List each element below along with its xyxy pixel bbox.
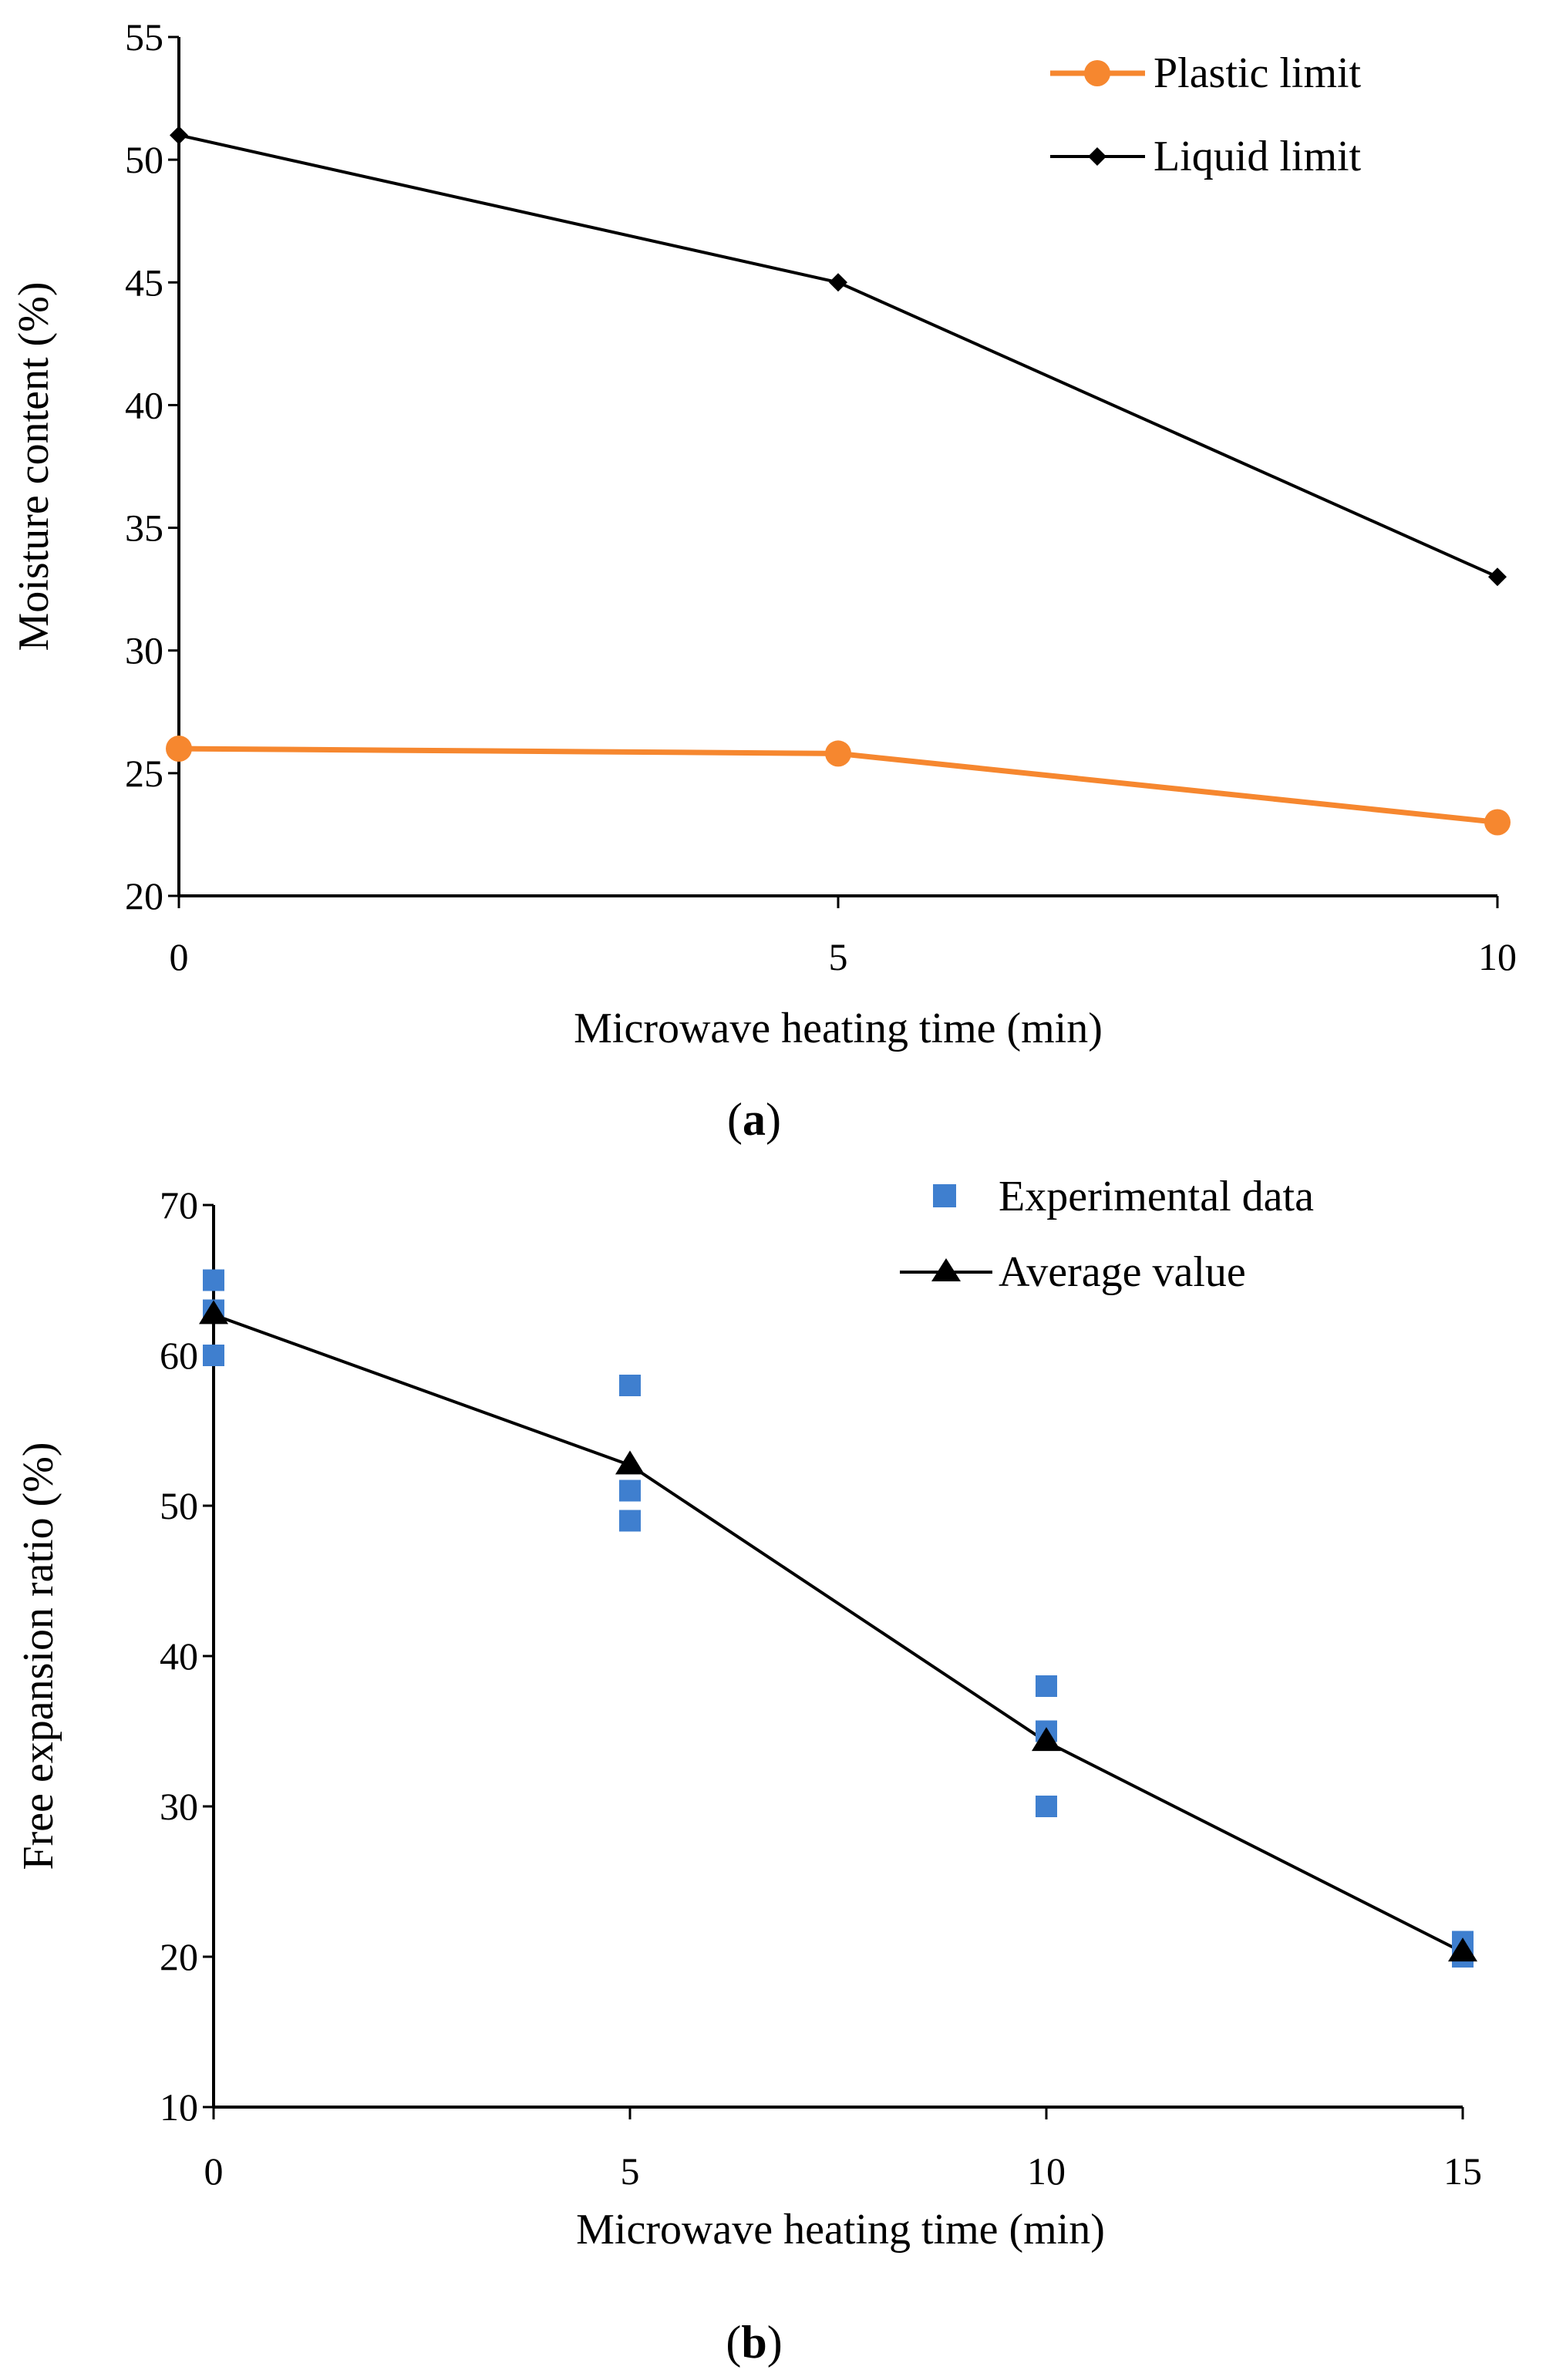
series-line-liquid-limit <box>178 133 1498 579</box>
legend-label-experimental-data: Experimental data <box>999 1173 1314 1220</box>
series-line-average-value <box>213 1313 1463 1954</box>
point-experimental-data-0 <box>203 1269 224 1291</box>
series-markers-a <box>166 126 1511 836</box>
y-tick-label-b-70: 70 <box>160 1183 198 1227</box>
chart-a: 0 5 10 20 25 30 35 40 45 50 55 Microwave heating t… <box>10 15 1517 1145</box>
point-experimental-data-5 <box>619 1510 641 1532</box>
x-tick-label-b-0: 0 <box>204 2149 224 2193</box>
y-tick-label-a-20: 20 <box>125 874 163 917</box>
x-axis-label-b: Microwave heating time (min) <box>576 2206 1105 2254</box>
y-tick-label-a-55: 55 <box>125 15 163 59</box>
panel-label-b: (b) <box>726 2317 782 2368</box>
legend-label-average-value: Average value <box>999 1248 1246 1296</box>
x-tick-label-b-5: 5 <box>621 2149 640 2193</box>
y-tick-label-a-35: 35 <box>125 507 163 550</box>
point-liquid-limit-10 <box>1488 567 1507 587</box>
point-plastic-limit-0 <box>166 736 192 762</box>
y-tick-label-b-10: 10 <box>160 2085 198 2129</box>
point-average-value-0 <box>199 1300 228 1325</box>
legend-label-liquid-limit: Liquid limit <box>1154 133 1362 180</box>
y-tick-label-a-30: 30 <box>125 629 163 672</box>
x-axis-label-a: Microwave heating time (min) <box>574 1005 1103 1052</box>
y-tick-label-a-25: 25 <box>125 752 163 795</box>
chart-b: 0 5 10 15 10 20 30 40 50 60 70 Microwave heating t… <box>15 1173 1482 2368</box>
x-tick-label-b-15: 15 <box>1443 2149 1482 2193</box>
point-average-value-3 <box>1448 1937 1477 1962</box>
x-tick-label-a-0: 0 <box>170 935 189 978</box>
panel-letter-a: a <box>743 1094 766 1145</box>
legend-marker-plastic-limit <box>1084 60 1110 86</box>
legend-label-plastic-limit: Plastic limit <box>1154 49 1362 97</box>
y-tick-label-b-50: 50 <box>160 1484 198 1527</box>
y-tick-label-b-40: 40 <box>160 1634 198 1678</box>
y-tick-label-a-50: 50 <box>125 138 163 181</box>
point-experimental-data-2 <box>203 1345 224 1366</box>
y-axis-label-a: Moisture content (%) <box>10 282 58 651</box>
legend-b: Experimental data Average value <box>900 1173 1314 1296</box>
ticks-a: 0 5 10 20 25 30 35 40 45 50 55 <box>125 15 1517 978</box>
point-liquid-limit-5 <box>829 273 847 292</box>
legend-marker-experimental-data <box>933 1184 956 1207</box>
y-tick-label-b-60: 60 <box>160 1334 198 1377</box>
panel-label-a: (a) <box>727 1094 781 1145</box>
x-tick-label-a-10: 10 <box>1478 935 1517 978</box>
point-liquid-limit-0 <box>170 126 188 145</box>
point-average-value-1 <box>615 1450 645 1475</box>
point-experimental-data-3 <box>619 1375 641 1396</box>
y-tick-label-b-20: 20 <box>160 1935 198 1978</box>
series-lines-a <box>178 133 1498 825</box>
point-average-value-2 <box>1032 1727 1061 1752</box>
point-experimental-data-4 <box>619 1480 641 1502</box>
legend-marker-liquid-limit <box>1088 147 1106 166</box>
y-tick-label-a-45: 45 <box>125 261 163 304</box>
series-markers-b <box>199 1269 1477 1968</box>
panel-letter-b: b <box>741 2317 766 2368</box>
x-tick-label-b-10: 10 <box>1027 2149 1066 2193</box>
x-tick-label-a-5: 5 <box>829 935 848 978</box>
y-tick-label-b-30: 30 <box>160 1785 198 1828</box>
legend-a: Plastic limit Liquid limit <box>1050 49 1362 180</box>
y-axis-label-b: Free expansion ratio (%) <box>15 1442 62 1870</box>
legend-marker-average-value <box>931 1258 961 1281</box>
y-tick-label-a-40: 40 <box>125 383 163 426</box>
series-lines-b <box>213 1313 1463 1954</box>
point-experimental-data-6 <box>1036 1675 1057 1697</box>
ticks-b: 0 5 10 15 10 20 30 40 50 60 70 <box>160 1183 1482 2193</box>
point-experimental-data-8 <box>1036 1796 1057 1817</box>
point-plastic-limit-10 <box>1484 809 1511 836</box>
point-plastic-limit-5 <box>825 740 851 767</box>
